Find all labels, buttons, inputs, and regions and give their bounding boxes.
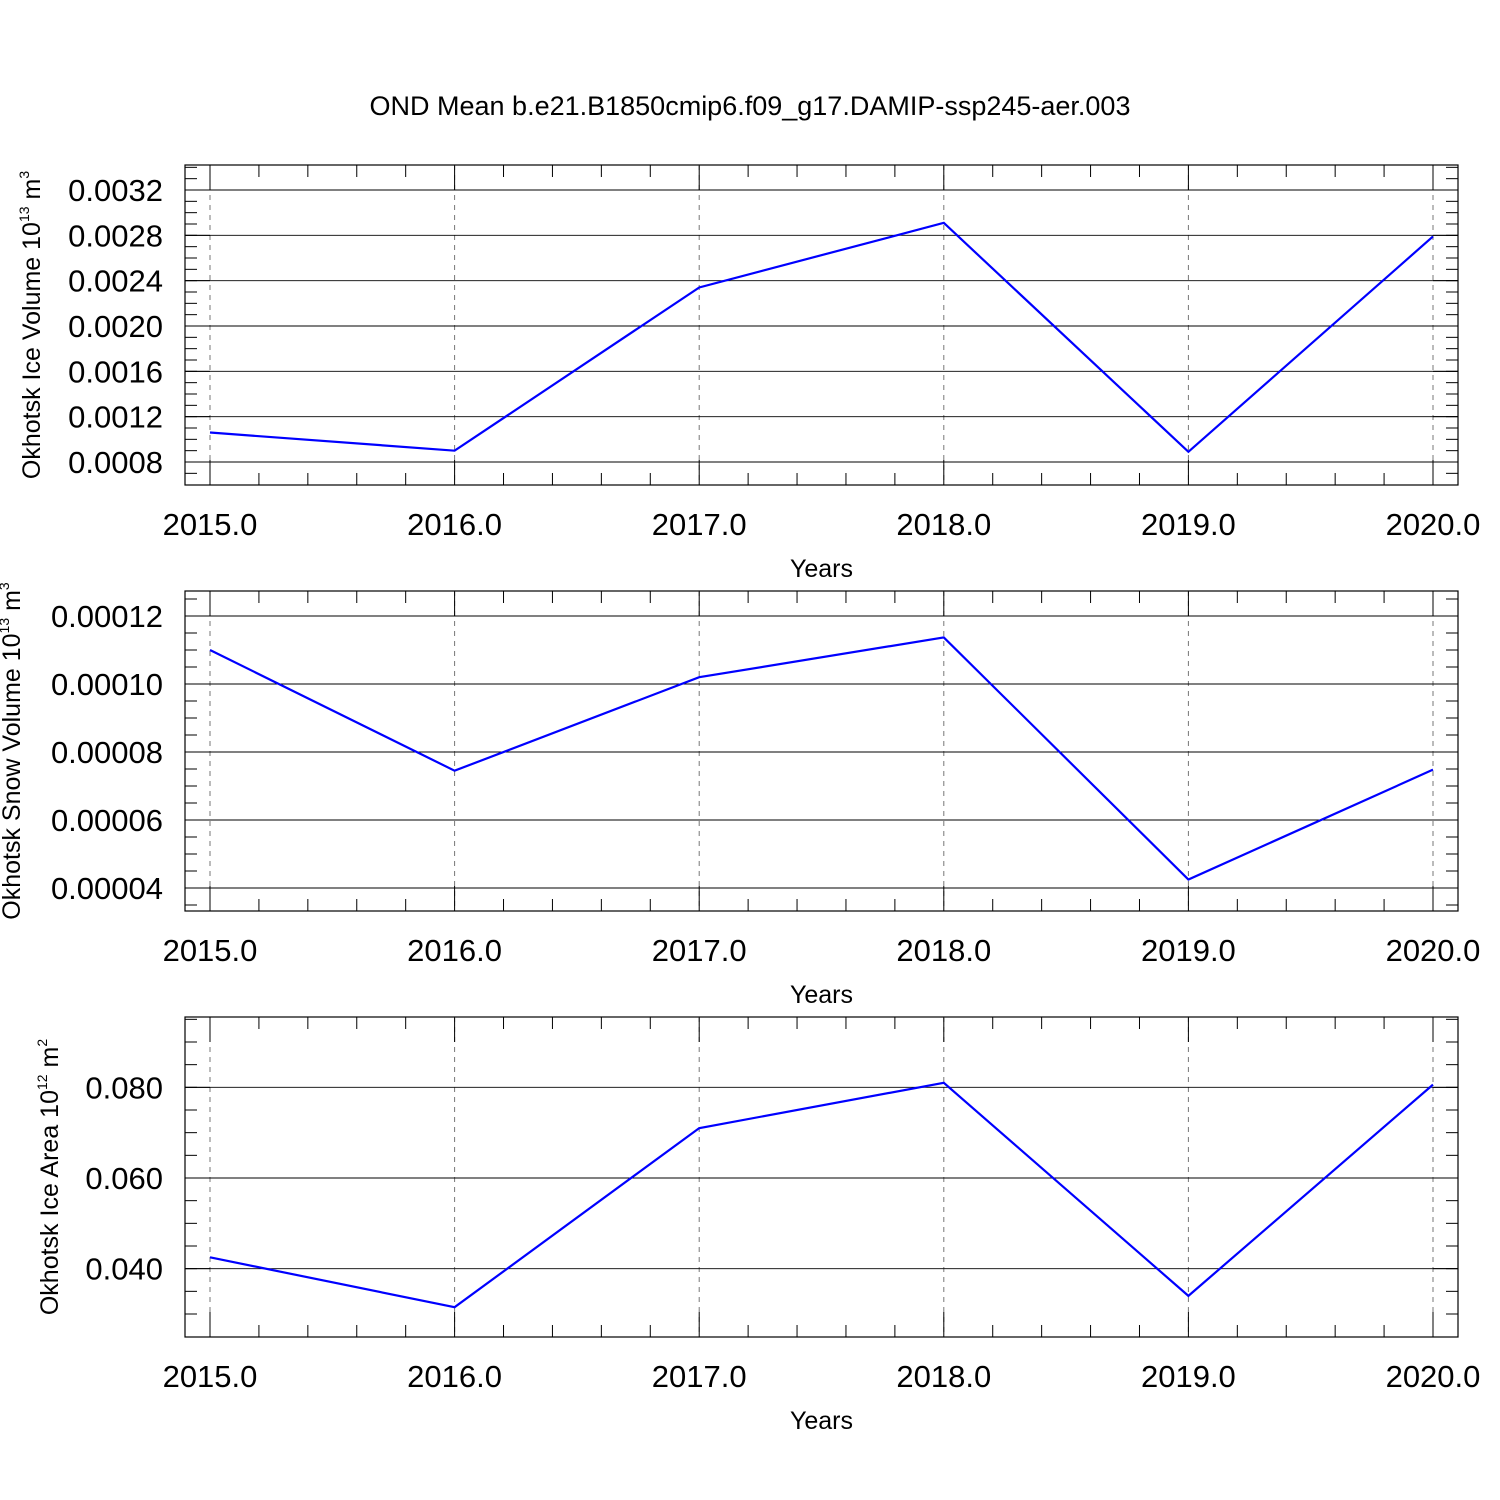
x-axis-label: Years [790, 981, 853, 1009]
x-tick-label: 2020.0 [1386, 507, 1481, 542]
plot-frame [184, 164, 1459, 486]
y-tick-label: 0.080 [85, 1070, 163, 1105]
x-tick-label: 2019.0 [1141, 507, 1236, 542]
y-tick-label: 0.0032 [68, 173, 163, 208]
plot-frame [184, 1016, 1459, 1338]
x-tick-label: 2016.0 [407, 1359, 502, 1394]
x-tick-label: 2020.0 [1386, 1359, 1481, 1394]
x-tick-label: 2017.0 [652, 507, 747, 542]
y-tick-label: 0.00008 [51, 735, 163, 770]
y-axis-label: Okhotsk Snow Volume 1013 m3 [0, 582, 26, 920]
y-tick-label: 0.0008 [68, 445, 163, 480]
chart-panel-2: 2015.0 2016.0 2017.0 2018.0 2019.0 2020.0 Year… [0, 582, 1480, 1009]
y-tick-label: 0.0024 [68, 264, 163, 299]
x-tick-label: 2017.0 [652, 933, 747, 968]
y-tick-label: 0.0016 [68, 354, 163, 389]
x-tick-label: 2018.0 [896, 507, 991, 542]
y-tick-label: 0.040 [85, 1252, 163, 1287]
x-tick-label: 2019.0 [1141, 933, 1236, 968]
x-tick-label: 2018.0 [896, 1359, 991, 1394]
y-tick-label: 0.0028 [68, 218, 163, 253]
y-tick-label: 0.00012 [51, 599, 163, 634]
x-axis-label: Years [790, 1407, 853, 1435]
figure-title: OND Mean b.e21.B1850cmip6.f09_g17.DAMIP-… [370, 91, 1131, 121]
chart-panel-3: 2015.0 2016.0 2017.0 2018.0 2019.0 2020.0 Year… [34, 1016, 1481, 1435]
panels: 2015.0 2016.0 2017.0 2018.0 2019.0 2020.0 Year… [0, 164, 1481, 1435]
series-line [209, 221, 1434, 454]
y-tick-label: 0.060 [85, 1161, 163, 1196]
series-line [209, 636, 1434, 881]
x-tick-label: 2015.0 [163, 507, 258, 542]
x-tick-label: 2015.0 [163, 1359, 258, 1394]
y-tick-label: 0.00004 [51, 871, 163, 906]
x-tick-label: 2015.0 [163, 933, 258, 968]
plot-frame [184, 590, 1459, 912]
series-line [209, 1081, 1434, 1309]
y-axis-label: Okhotsk Ice Volume 1013 m3 [16, 171, 46, 479]
x-axis-label: Years [790, 555, 853, 583]
y-tick-label: 0.00006 [51, 803, 163, 838]
x-tick-label: 2020.0 [1386, 933, 1481, 968]
x-tick-label: 2019.0 [1141, 1359, 1236, 1394]
x-tick-label: 2016.0 [407, 933, 502, 968]
chart-panel-1: 2015.0 2016.0 2017.0 2018.0 2019.0 2020.0 Year… [16, 164, 1481, 583]
x-tick-label: 2018.0 [896, 933, 991, 968]
x-tick-label: 2016.0 [407, 507, 502, 542]
y-tick-label: 0.0020 [68, 309, 163, 344]
x-tick-label: 2017.0 [652, 1359, 747, 1394]
y-tick-label: 0.0012 [68, 400, 163, 435]
y-tick-label: 0.00010 [51, 667, 163, 702]
y-axis-label: Okhotsk Ice Area 1012 m2 [34, 1039, 64, 1315]
